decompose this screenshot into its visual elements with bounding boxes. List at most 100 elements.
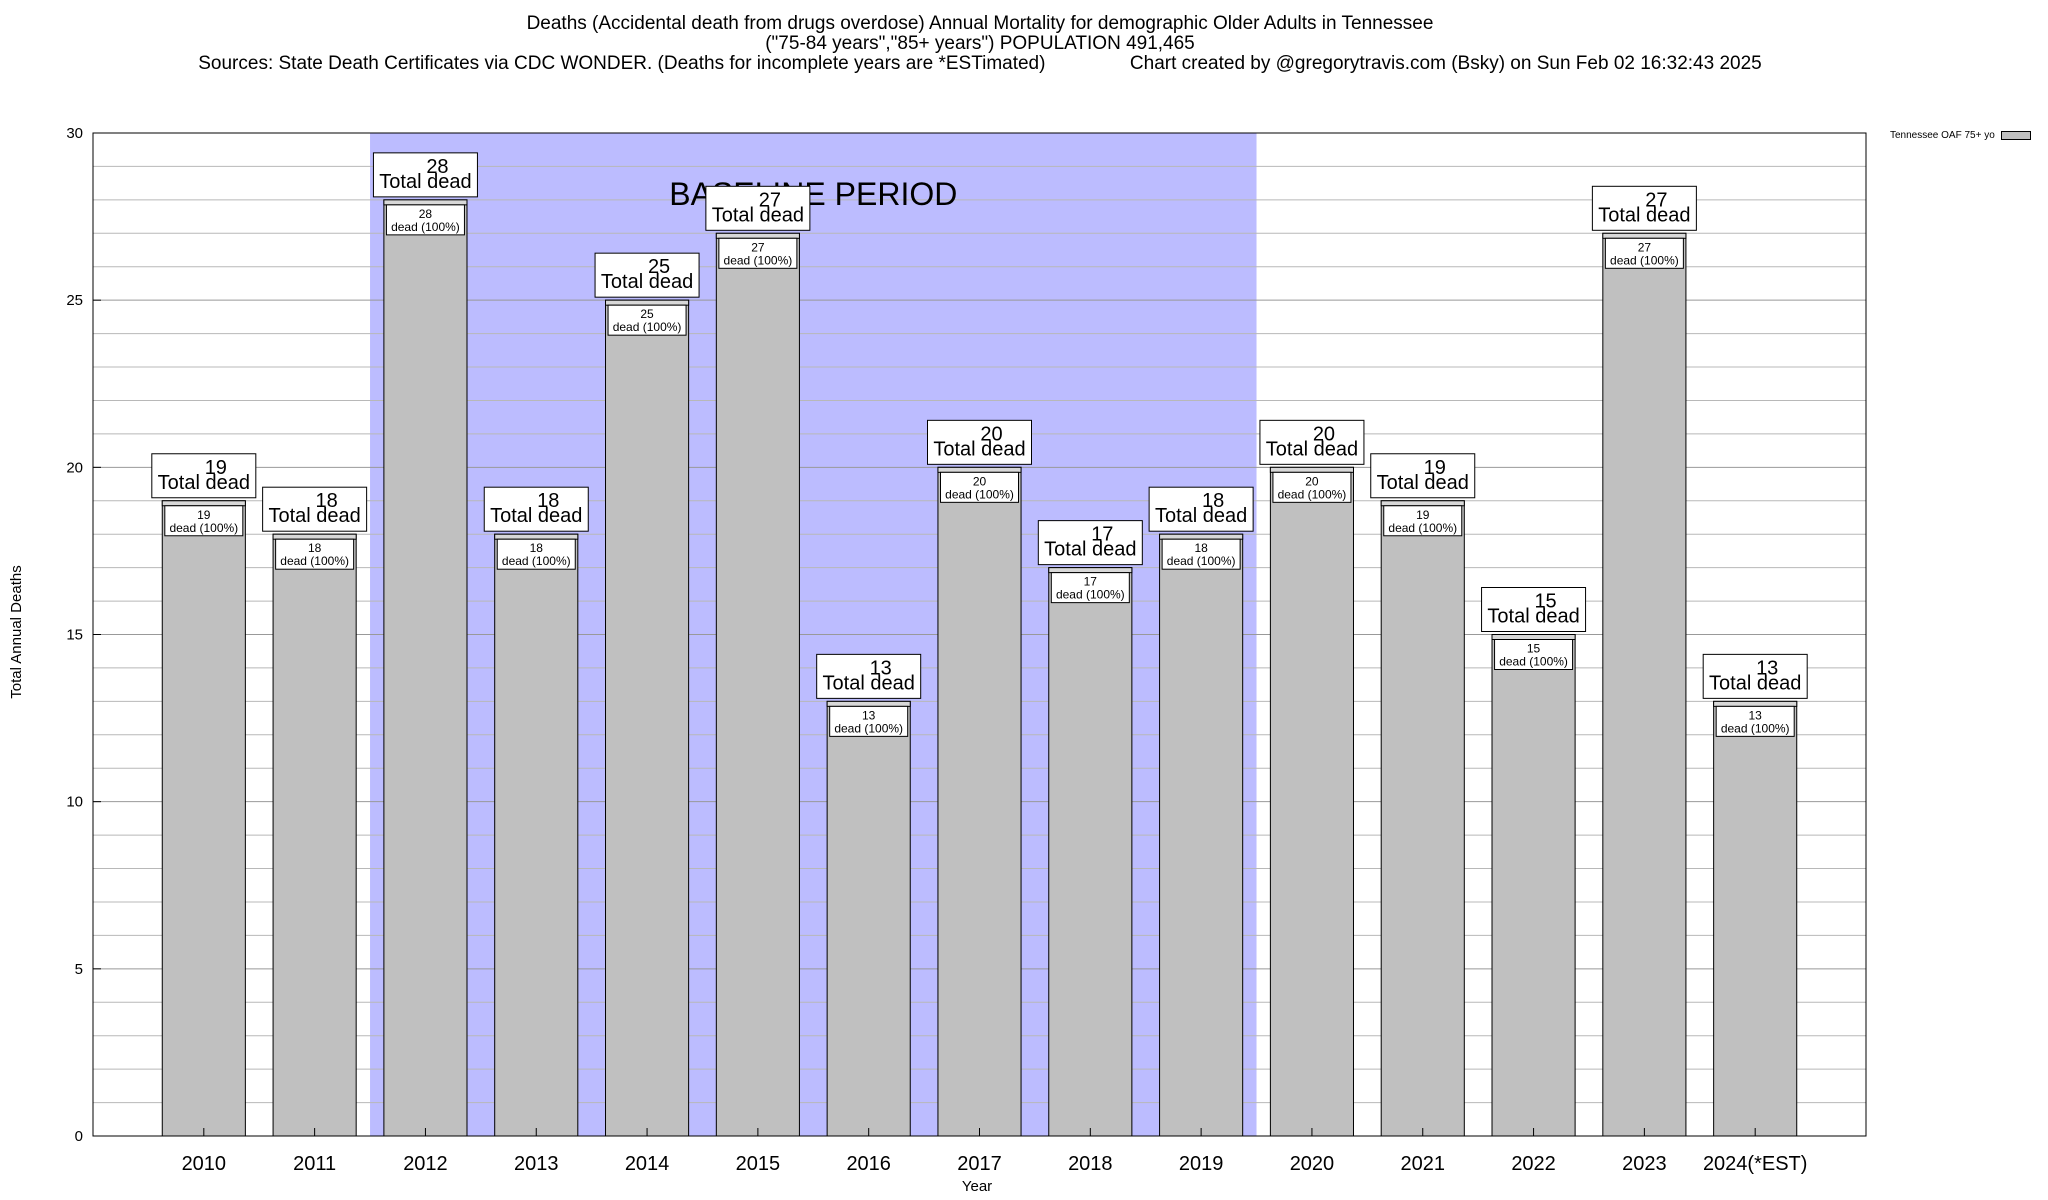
bar-total-label: Total dead — [1709, 672, 1801, 694]
bar-total-label: Total dead — [1487, 606, 1579, 628]
bar-total-label-box — [262, 486, 368, 532]
x-tick-label: 2017 — [957, 1153, 1002, 1175]
plot-border — [92, 132, 1867, 1137]
bar-total-label: Total dead — [490, 505, 582, 527]
bar-total-value: 13 — [870, 657, 892, 679]
bar-top-band — [272, 533, 357, 540]
bar-top-band — [1713, 700, 1798, 707]
bar-inner-label: dead (100%) — [1388, 521, 1457, 535]
bar-inner-label-box — [164, 505, 244, 537]
bar-inner-label-box — [1272, 471, 1352, 503]
bar-total-label-box — [1591, 185, 1697, 231]
bar — [1159, 533, 1244, 1137]
bar-inner-label-box — [1715, 705, 1795, 737]
bar-inner-value: 20 — [1305, 474, 1319, 488]
x-tick-label: 2023 — [1622, 1153, 1667, 1175]
bar-total-label: Total dead — [158, 472, 250, 494]
bar-inner-label: dead (100%) — [502, 554, 571, 568]
bar-top-band — [715, 232, 800, 239]
bar-total-label-box — [927, 419, 1032, 465]
bar-total-label-box — [1259, 419, 1365, 465]
y-tick-label: 0 — [75, 1128, 83, 1145]
y-tick-label: 5 — [75, 961, 83, 978]
bar-inner-value: 28 — [419, 207, 433, 221]
bar-top-band — [1602, 232, 1687, 239]
bar-top-band — [1159, 533, 1244, 540]
bar — [1713, 700, 1798, 1137]
y-axis-label: Total Annual Deaths — [8, 565, 25, 699]
legend-label: Tennessee OAF 75+ yo — [1890, 130, 1995, 141]
bar-total-value: 20 — [980, 423, 1002, 445]
bar-inner-value: 17 — [1084, 575, 1098, 589]
bar-inner-label: dead (100%) — [613, 320, 682, 334]
bar-inner-value: 19 — [1416, 508, 1430, 522]
x-tick-label: 2013 — [514, 1153, 559, 1175]
bar — [272, 533, 357, 1137]
y-tick-label: 20 — [66, 459, 83, 476]
bar-total-label-box — [1481, 587, 1587, 632]
bar-total-label: Total dead — [1598, 204, 1690, 226]
x-tick-label: 2015 — [736, 1153, 781, 1175]
bar-total-value: 25 — [648, 256, 670, 278]
bar-top-band — [1269, 466, 1354, 473]
bar-total-value: 28 — [426, 156, 448, 178]
bar-inner-label-box — [1050, 572, 1130, 604]
y-tick-label: 30 — [66, 125, 83, 142]
bar-top-band — [1380, 500, 1465, 507]
bar — [494, 533, 579, 1137]
x-tick-label: 2012 — [403, 1153, 448, 1175]
bar — [715, 232, 800, 1137]
bar-inner-label: dead (100%) — [1499, 655, 1568, 669]
bar-inner-value: 18 — [530, 541, 544, 555]
bar-top-band — [937, 466, 1022, 473]
x-tick-label: 2018 — [1068, 1153, 1113, 1175]
bar — [1048, 567, 1133, 1137]
bar — [826, 700, 911, 1137]
bar-total-value: 19 — [1424, 457, 1446, 479]
chart-title: Deaths (Accidental death from drugs over… — [526, 13, 1434, 34]
bar-inner-value: 27 — [751, 240, 765, 254]
legend-swatch — [2000, 131, 2031, 140]
bar — [937, 466, 1022, 1137]
bar-inner-label: dead (100%) — [391, 220, 460, 234]
x-tick-label: 2016 — [846, 1153, 891, 1175]
y-tick-label: 15 — [66, 627, 83, 644]
bar-total-label: Total dead — [823, 672, 915, 694]
bar-inner-label-box — [496, 538, 576, 570]
bar-total-label-box — [483, 486, 589, 532]
bar-inner-label-box — [940, 471, 1019, 503]
bar-inner-label-box — [275, 538, 355, 570]
bar-total-label: Total dead — [933, 438, 1025, 460]
bar-total-value: 20 — [1313, 423, 1335, 445]
bar-total-label-box — [816, 653, 922, 699]
bar-total-value: 19 — [205, 457, 227, 479]
x-axis-label: Year — [961, 1178, 993, 1195]
bar-inner-value: 19 — [197, 508, 211, 522]
x-tick-label: 2021 — [1401, 1153, 1446, 1175]
bar-inner-label-box — [385, 204, 465, 236]
bar-inner-label-box — [1494, 639, 1574, 670]
chart-source-line: Sources: State Death Certificates via CD… — [198, 53, 1762, 74]
bar-total-value: 27 — [759, 189, 781, 211]
bar-inner-label: dead (100%) — [724, 253, 793, 267]
bar-inner-label: dead (100%) — [945, 487, 1014, 501]
bar-total-label-box — [1148, 486, 1254, 532]
bar-total-label-box — [1370, 453, 1476, 499]
bar-inner-label: dead (100%) — [1167, 554, 1236, 568]
y-tick-label: 10 — [66, 794, 83, 811]
bar-inner-value: 18 — [308, 541, 322, 555]
x-tick-label: 2014 — [625, 1153, 670, 1175]
bar — [1269, 466, 1354, 1137]
chart-title-block: Deaths (Accidental death from drugs over… — [0, 14, 1960, 74]
bar-total-value: 15 — [1534, 591, 1556, 613]
bar-inner-label: dead (100%) — [280, 554, 349, 568]
bar-inner-label: dead (100%) — [169, 521, 238, 535]
bar — [161, 500, 246, 1137]
bar-total-value: 18 — [1202, 490, 1224, 512]
y-tick-label: 25 — [66, 292, 83, 309]
bar-total-value: 18 — [316, 490, 338, 512]
bar-total-value: 13 — [1756, 657, 1778, 679]
bar-total-label: Total dead — [268, 505, 360, 527]
bar — [1491, 634, 1576, 1137]
